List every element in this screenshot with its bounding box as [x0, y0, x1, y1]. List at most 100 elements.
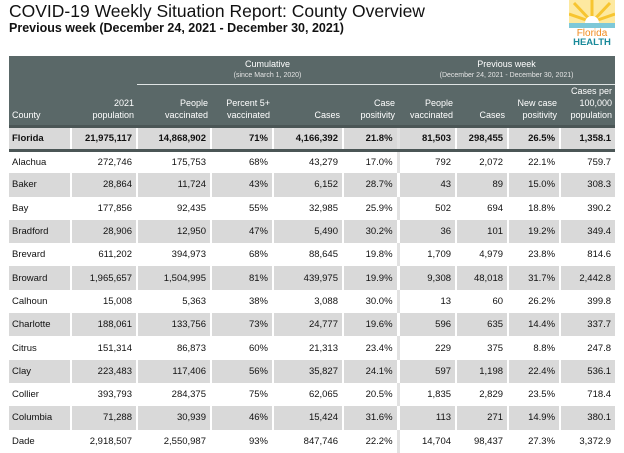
- cell-week-people-vaccinated: 596: [396, 313, 457, 337]
- cell-cum-people-vaccinated: 175,753: [136, 150, 211, 174]
- table-row: Broward 1,965,657 1,504,995 81% 439,975 19.9%…: [9, 266, 616, 290]
- cell-cum-cases: 3,088: [272, 289, 343, 314]
- svg-text:HEALTH: HEALTH: [573, 37, 611, 46]
- cell-cases-per-100k: 3,372.9: [559, 429, 616, 453]
- cell-cases-per-100k: 247.8: [559, 336, 616, 360]
- cell-week-cases: 375: [455, 336, 509, 360]
- table-row: Bay 177,856 92,435 55% 32,985 25.9% 502 694 18.8…: [9, 196, 616, 220]
- cell-population: 71,288: [70, 406, 137, 430]
- cell-week-cases: 1,198: [455, 359, 509, 383]
- cell-population: 28,906: [70, 219, 137, 244]
- column-header-cum-cases: Cases: [273, 84, 343, 126]
- cell-cases-per-100k: 1,358.1: [559, 124, 616, 152]
- cell-county: Columbia: [9, 406, 71, 430]
- table-row: Columbia 71,288 30,939 46% 15,424 31.6% 113 271…: [9, 406, 616, 430]
- cell-population: 272,746: [70, 150, 137, 174]
- cell-cum-people-vaccinated: 12,950: [136, 219, 211, 244]
- column-header-week-cases: Cases: [456, 84, 509, 126]
- column-header-week-people-vaccinated: People vaccinated: [398, 84, 457, 126]
- cell-cases-per-100k: 814.6: [559, 243, 616, 267]
- cell-cum-cases: 6,152: [272, 173, 343, 197]
- cell-cum-cases: 24,777: [272, 313, 343, 337]
- page-title: COVID-19 Weekly Situation Report: County…: [9, 1, 425, 21]
- cell-percent-vaccinated: 73%: [210, 313, 273, 337]
- cell-new-case-positivity: 19.2%: [507, 219, 561, 244]
- cell-week-people-vaccinated: 14,704: [396, 429, 457, 453]
- cell-cases-per-100k: 337.7: [559, 313, 616, 337]
- cell-cum-people-vaccinated: 117,406: [136, 359, 211, 383]
- cell-cases-per-100k: 380.1: [559, 406, 616, 430]
- cell-county: Baker: [9, 173, 71, 197]
- cell-percent-vaccinated: 56%: [210, 359, 273, 383]
- cell-week-people-vaccinated: 1,709: [396, 243, 457, 267]
- cell-new-case-positivity: 8.8%: [507, 336, 561, 360]
- cell-cum-people-vaccinated: 133,756: [136, 313, 211, 337]
- table-row: Collier 393,793 284,375 75% 62,065 20.5% 1,835…: [9, 382, 616, 407]
- cell-week-cases: 98,437: [455, 429, 509, 453]
- table-row: Clay 223,483 117,406 56% 35,827 24.1% 597 1,198…: [9, 359, 616, 383]
- column-header-case-positivity: Case positivity: [343, 84, 399, 126]
- cell-case-positivity: 21.8%: [341, 124, 399, 152]
- cell-percent-vaccinated: 75%: [210, 382, 273, 407]
- cell-percent-vaccinated: 68%: [210, 243, 273, 267]
- cell-county: Bay: [12, 202, 29, 214]
- column-header-percent-vaccinated: Percent 5+ vaccinated: [211, 84, 273, 126]
- cell-week-people-vaccinated: 229: [396, 336, 457, 360]
- cell-cases-per-100k: 2,442.8: [559, 266, 616, 290]
- cell-cum-cases: 62,065: [272, 382, 343, 407]
- cell-population: 393,793: [70, 382, 137, 407]
- cell-case-positivity: 23.4%: [341, 336, 399, 360]
- table-row: Baker 28,864 11,724 43% 6,152 28.7% 43 89 15.0% 3…: [9, 173, 616, 197]
- table-row: Bradford 28,906 12,950 47% 5,490 30.2% 36 101 19…: [9, 219, 616, 244]
- cell-week-people-vaccinated: 36: [396, 219, 457, 244]
- cell-percent-vaccinated: 60%: [210, 336, 273, 360]
- cell-week-cases: 48,018: [455, 266, 509, 290]
- cell-new-case-positivity: 27.3%: [507, 429, 561, 453]
- cell-new-case-positivity: 14.4%: [507, 313, 561, 337]
- cell-population: 21,975,117: [70, 124, 137, 152]
- cell-case-positivity: 30.2%: [341, 219, 399, 244]
- cell-new-case-positivity: 22.4%: [507, 359, 561, 383]
- cell-county: Citrus: [12, 342, 37, 354]
- cell-week-cases: 60: [455, 289, 509, 314]
- cell-new-case-positivity: 14.9%: [507, 406, 561, 430]
- cell-week-cases: 694: [455, 196, 509, 220]
- cell-county: Florida: [9, 124, 71, 152]
- cell-week-cases: 298,455: [455, 124, 509, 152]
- cell-case-positivity: 17.0%: [341, 150, 399, 174]
- cell-population: 28,864: [70, 173, 137, 197]
- group-cumulative: Cumulative (since March 1, 2020): [137, 56, 399, 85]
- cell-cum-cases: 847,746: [272, 429, 343, 453]
- cell-new-case-positivity: 22.1%: [507, 150, 561, 174]
- total-row-florida: Florida 21,975,117 14,868,902 71% 4,166,392 2…: [9, 124, 616, 152]
- cell-county: Charlotte: [9, 313, 71, 337]
- cell-cum-people-vaccinated: 11,724: [136, 173, 211, 197]
- table-row: Charlotte 188,061 133,756 73% 24,777 19.6% 596…: [9, 313, 616, 337]
- cell-week-cases: 89: [455, 173, 509, 197]
- cell-population: 15,008: [70, 289, 137, 314]
- cell-cases-per-100k: 308.3: [559, 173, 616, 197]
- table-row: Alachua 272,746 175,753 68% 43,279 17.0% 792 2,…: [9, 150, 616, 174]
- cell-percent-vaccinated: 43%: [210, 173, 273, 197]
- cell-new-case-positivity: 31.7%: [507, 266, 561, 290]
- cell-cases-per-100k: 390.2: [559, 196, 616, 220]
- county-overview-table: Cumulative (since March 1, 2020) Previous…: [9, 56, 616, 453]
- cell-case-positivity: 28.7%: [341, 173, 399, 197]
- cell-cum-people-vaccinated: 30,939: [136, 406, 211, 430]
- cell-cum-cases: 88,645: [272, 243, 343, 267]
- cell-case-positivity: 20.5%: [341, 382, 399, 407]
- cell-week-people-vaccinated: 502: [396, 196, 457, 220]
- cell-cases-per-100k: 759.7: [559, 150, 616, 174]
- cell-week-people-vaccinated: 113: [396, 406, 457, 430]
- florida-health-logo: Florida HEALTH: [569, 0, 615, 46]
- cell-cum-people-vaccinated: 5,363: [136, 289, 211, 314]
- cell-county: Clay: [9, 359, 71, 383]
- cell-week-people-vaccinated: 597: [396, 359, 457, 383]
- cell-week-cases: 271: [455, 406, 509, 430]
- cell-week-people-vaccinated: 9,308: [396, 266, 457, 290]
- cell-cases-per-100k: 349.4: [559, 219, 616, 244]
- cell-percent-vaccinated: 93%: [210, 429, 273, 453]
- cell-county: Bradford: [9, 219, 71, 244]
- cell-cum-cases: 43,279: [272, 150, 343, 174]
- cell-cum-people-vaccinated: 394,973: [136, 243, 211, 267]
